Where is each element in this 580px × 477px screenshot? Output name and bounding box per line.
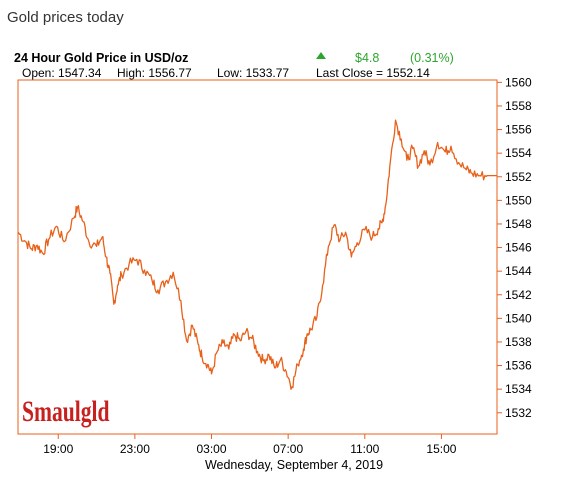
x-axis: 19:00 23:00 03:00 07:00 11:00 15:00 (43, 434, 457, 456)
y-tick-label: 1540 (505, 311, 532, 325)
page-heading: Gold prices today (7, 9, 124, 26)
price-line (17, 119, 497, 390)
change-value: $4.8 (355, 51, 379, 65)
up-arrow-icon (316, 52, 326, 59)
change-percent: (0.31%) (410, 51, 454, 65)
x-tick-label: 19:00 (43, 442, 73, 456)
y-tick-label: 1536 (505, 359, 532, 373)
y-tick-label: 1550 (505, 193, 532, 207)
logo-text: Smaulgld (22, 395, 110, 428)
y-tick-label: 1554 (505, 146, 532, 160)
x-tick-label: 03:00 (197, 442, 227, 456)
plot-frame (17, 79, 498, 435)
high-price: High: 1556.77 (117, 66, 192, 80)
smaulgld-logo: Smaulgld (22, 395, 110, 428)
y-tick-label: 1552 (505, 170, 532, 184)
y-tick-label: 1556 (505, 123, 532, 137)
y-tick-label: 1560 (505, 75, 532, 89)
x-axis-date-label: Wednesday, September 4, 2019 (205, 458, 383, 472)
last-close: Last Close = 1552.14 (316, 66, 430, 80)
y-tick-label: 1538 (505, 335, 532, 349)
y-tick-label: 1548 (505, 217, 532, 231)
x-tick-label: 11:00 (350, 442, 379, 456)
open-price: Open: 1547.34 (22, 66, 102, 80)
y-tick-label: 1544 (505, 264, 532, 278)
y-tick-label: 1532 (505, 406, 532, 420)
y-tick-label: 1534 (505, 382, 532, 396)
chart-title: 24 Hour Gold Price in USD/oz (14, 51, 188, 65)
y-tick-label: 1542 (505, 288, 532, 302)
low-price: Low: 1533.77 (217, 66, 289, 80)
x-tick-label: 15:00 (426, 442, 456, 456)
y-tick-label: 1546 (505, 241, 532, 255)
y-axis: 1532 1534 1536 1538 1540 1542 1544 1546 1548 1550… (497, 75, 532, 420)
x-tick-label: 23:00 (120, 442, 150, 456)
x-tick-label: 07:00 (273, 442, 303, 456)
y-tick-label: 1558 (505, 99, 532, 113)
